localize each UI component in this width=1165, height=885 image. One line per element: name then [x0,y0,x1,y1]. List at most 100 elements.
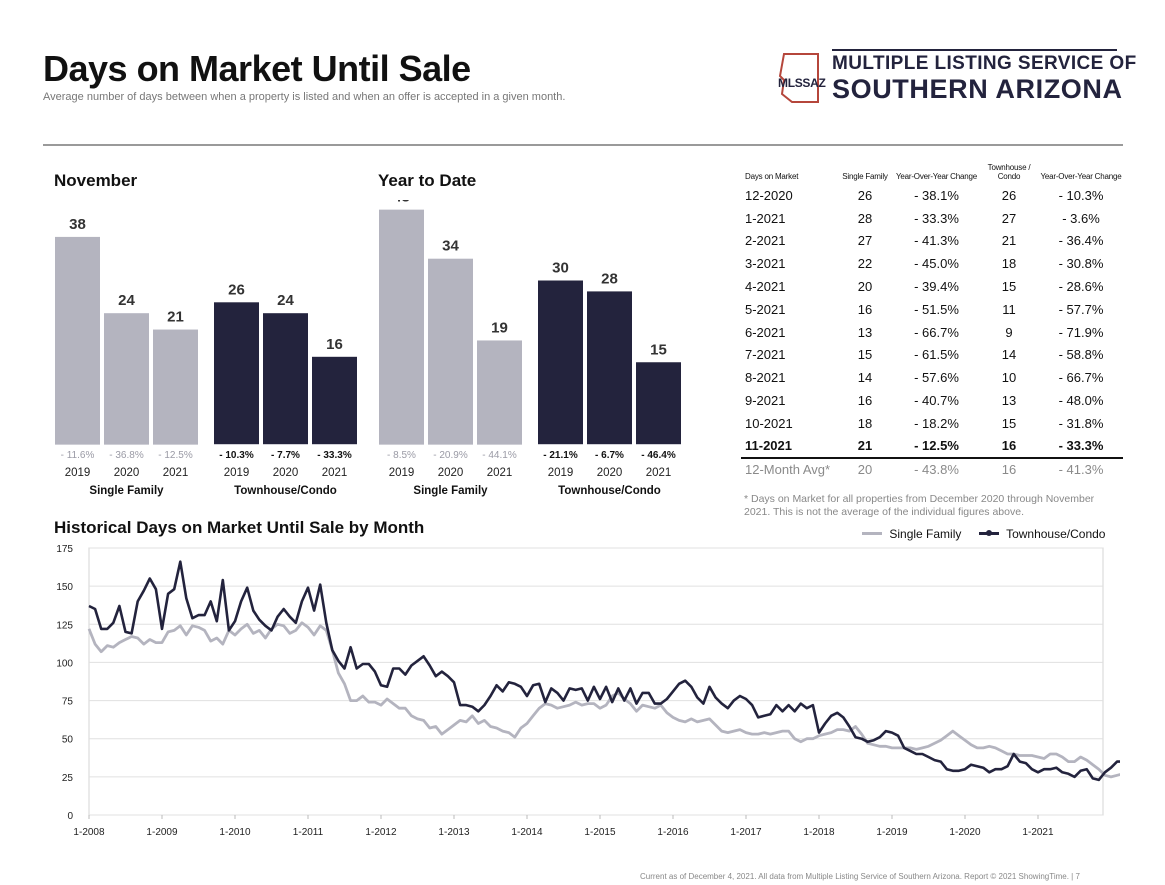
table-cell: 18 [857,415,873,431]
legend-townhouse-label: Townhouse/Condo [1006,526,1106,541]
bar-year-label: 2020 [114,467,140,479]
x-tick-label: 1-2015 [584,827,616,838]
table-row: 8-2021 14 - 57.6% 10 - 66.7% [741,366,1123,389]
bar [587,291,632,444]
table-footnote: * Days on Market for all properties from… [744,493,1095,518]
header-divider [43,144,1123,146]
bar-value-label: 34 [442,238,459,255]
historical-line-chart: 0 25 50 75 100 125 150 175 1-2008 1-2009 1-2010 1-2… [56,544,1120,838]
page-subtitle: Average number of days between when a pr… [43,91,566,103]
table-cell: 9-2021 [745,393,786,409]
bar-baseline [428,444,473,445]
table-cell: 15 [857,347,873,363]
bar-value-label: 28 [601,270,618,287]
table-cell: 26 [1001,187,1017,203]
bar [428,258,473,444]
table-row: 6-2021 13 - 66.7% 9 - 71.9% [741,321,1123,344]
table-cell: - 66.7% [914,324,959,340]
table-cell: 13 [1001,393,1017,409]
y-tick-label: 100 [56,658,73,669]
table-cell: 18 [1001,256,1017,272]
y-tick-label: 50 [62,735,74,746]
bar-change-label: - 8.5% [387,450,416,461]
bar-baseline [312,444,357,445]
bar [477,340,522,444]
bar [214,302,259,444]
bar [636,362,681,444]
table-cell: - 58.8% [1058,347,1104,363]
table-row: 4-2021 20 - 39.4% 15 - 28.6% [741,275,1123,298]
x-tick-label: 1-2016 [657,827,689,838]
table-cell: 26 [857,187,873,203]
table-cell: 5-2021 [745,301,786,317]
bar-baseline [55,444,100,445]
x-tick-label: 1-2012 [365,827,397,838]
bar-change-label: - 46.4% [641,450,676,461]
page-title: Days on Market Until Sale [43,48,471,89]
table-row: 1-2021 28 - 33.3% 27 - 3.6% [741,207,1123,230]
bar-change-label: - 44.1% [482,450,517,461]
bar-value-label: 24 [118,292,135,309]
table-cell: 27 [857,233,873,249]
bar-change-label: - 36.8% [109,450,144,461]
bar-value-label: 21 [167,309,184,326]
table-cell: 4-2021 [745,279,786,295]
bar-baseline [538,444,583,445]
table-cell: 11-2021 [741,434,836,459]
bar-value-label: 43 [393,200,410,206]
logo-line-1: MULTIPLE LISTING SERVICE OF [832,53,1137,74]
y-tick-label: 125 [56,620,73,631]
table-cell: 21 [1001,233,1017,249]
table-cell: - 33.3% [914,210,959,226]
table-cell: - 12.5% [894,434,979,459]
townhouse-series-line [88,560,1120,782]
table-cell: 1-2021 [745,210,786,226]
table-cell: 12-Month Avg* [745,461,831,477]
x-tick-label: 1-2017 [730,827,762,838]
table-cell: 13 [857,324,873,340]
table-header-row: Days on Market Single Family Year-Over-Y… [741,163,1123,184]
table-cell: - 33.3% [1039,434,1123,459]
bar-value-label: 15 [650,341,667,358]
table-cell: - 45.0% [914,256,959,272]
table-cell: - 28.6% [1058,279,1104,295]
table-cell: - 39.4% [914,279,959,295]
bar-year-label: 2021 [163,467,189,479]
table-cell: - 18.2% [914,415,959,431]
table-cell: 14 [857,370,873,386]
x-tick-label: 1-2014 [511,827,543,838]
bar-change-label: - 12.5% [158,450,193,461]
bar [379,209,424,444]
x-tick-label: 1-2020 [949,827,981,838]
table-row-current: 11-2021 21- 12.5% 16- 33.3% [741,434,1123,459]
historical-chart-title: Historical Days on Market Until Sale by … [54,518,425,537]
table-cell: 16 [1001,461,1017,477]
x-tick-label: 1-2008 [73,827,105,838]
table-header: Single Family [842,172,888,181]
x-tick-label: 1-2011 [293,827,324,838]
y-tick-label: 25 [62,773,74,784]
table-cell: - 38.1% [914,187,959,203]
bar-year-label: 2021 [322,467,348,479]
page-footer: Current as of December 4, 2021. All data… [640,872,1080,881]
bar-value-label: 16 [326,336,343,353]
table-cell: - 71.9% [1058,324,1104,340]
table-cell: 8-2021 [745,370,786,386]
bar-value-label: 24 [277,292,294,309]
bar-baseline [636,444,681,445]
table-cell: - 61.5% [914,347,959,363]
table-cell: 9 [1005,324,1013,340]
table-cell: - 30.8% [1058,256,1104,272]
table-cell: - 3.6% [1062,210,1100,226]
bar [55,236,100,444]
bar-year-label: 2021 [487,467,513,479]
table-cell: 2-2021 [745,233,786,249]
bar-change-label: - 7.7% [271,450,300,461]
bar-year-label: 2020 [597,467,623,479]
table-cell: - 31.8% [1058,415,1104,431]
table-row-average: 12-Month Avg* 20 - 43.8% 16 - 41.3% [741,458,1123,481]
table-cell: 10 [1001,370,1017,386]
bar [312,356,357,444]
bar-change-label: - 10.3% [219,450,254,461]
legend-townhouse-swatch [978,530,999,537]
